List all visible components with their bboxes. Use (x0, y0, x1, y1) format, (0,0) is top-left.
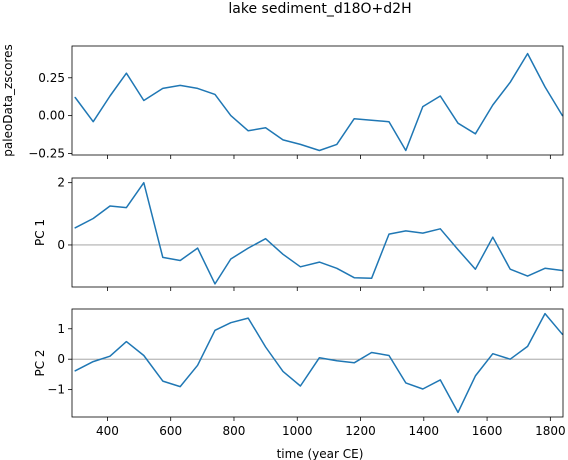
y-tick-label: 0.00 (38, 109, 65, 123)
y-axis-label-2: PC 1 (33, 219, 47, 246)
series-line-1 (74, 52, 564, 152)
x-tick-label: 1000 (282, 424, 313, 438)
plot-frame-3 (71, 308, 564, 418)
x-axis-label: time (year CE) (277, 447, 364, 460)
y-tick-label: −0.25 (28, 146, 65, 160)
y-tick-label: 1 (57, 322, 65, 336)
x-tick-label: 1200 (345, 424, 376, 438)
plot-frame-2 (71, 177, 564, 288)
y-tick-label: 2 (57, 176, 65, 190)
x-tick-label: 400 (96, 424, 119, 438)
chart-title: lake sediment_d18O+d2H (228, 1, 411, 17)
x-tick-label: 600 (159, 424, 182, 438)
y-axis-label-3: PC 2 (33, 349, 47, 376)
x-tick-label: 800 (223, 424, 246, 438)
y-tick-label: 0 (57, 352, 65, 366)
y-tick-label: 0 (57, 238, 65, 252)
y-axis-label-1: paleoData_zscores (1, 44, 15, 156)
x-tick-label: 1400 (409, 424, 440, 438)
y-tick-label: −1 (47, 383, 65, 397)
series-line-3 (74, 312, 564, 414)
y-tick-label: 0.25 (38, 71, 65, 85)
plot-frame-1 (71, 45, 564, 156)
panel-1: −0.25 0.00 0.25 paleoData_zscores (1, 44, 564, 160)
x-tick-label: 1600 (472, 424, 503, 438)
x-tick-label: 1800 (535, 424, 566, 438)
series-line-2 (74, 181, 564, 285)
panel-2: 0 2 PC 1 (33, 176, 564, 291)
